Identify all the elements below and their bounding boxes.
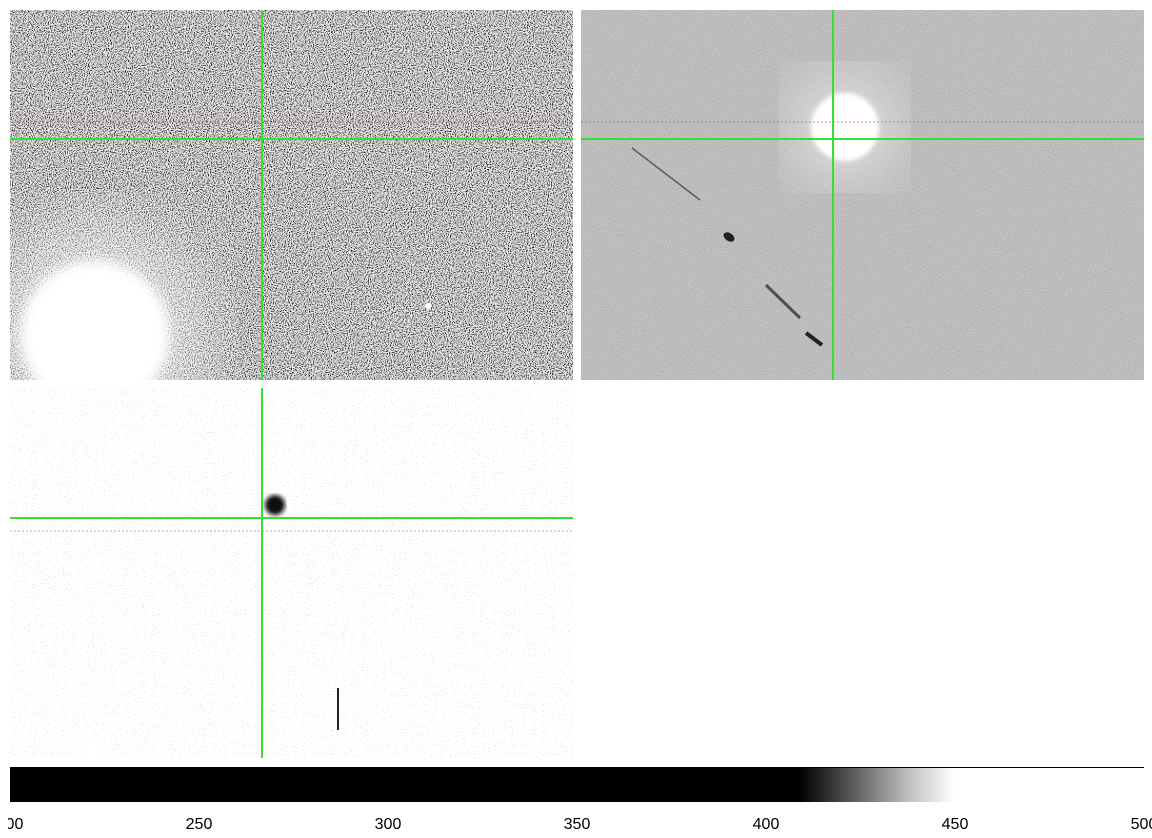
colorbar-tick-label: 300 <box>375 816 402 833</box>
colorbar-tick-label: 250 <box>186 816 213 833</box>
colorbar-gradient <box>10 767 1144 802</box>
colorbar-tick-label: 500 <box>1131 816 1152 833</box>
frame-1[interactable] <box>0 10 573 455</box>
colorbar: 200 250 300 350 400 450 500 <box>0 767 1152 833</box>
colorbar-tick-label: 450 <box>942 816 969 833</box>
frame-2[interactable] <box>581 10 1144 380</box>
colorbar-tick-label: 400 <box>753 816 780 833</box>
colorbar-labels: 200 250 300 350 400 450 500 <box>0 816 1152 833</box>
frame-3[interactable] <box>10 388 573 768</box>
colorbar-tick-label: 200 <box>0 816 23 833</box>
colorbar-tick-label: 350 <box>564 816 591 833</box>
